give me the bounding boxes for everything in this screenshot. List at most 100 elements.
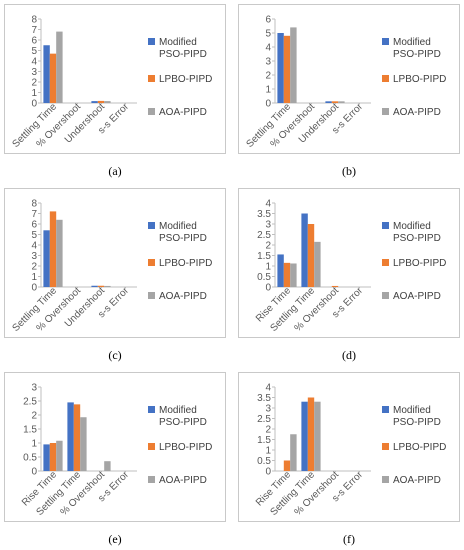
chart-panel-e: 0 0.5 1 1.5 2 2.5 3 Rise Time Settling Time% Ove… xyxy=(4,372,226,522)
panel-caption-d: (d) xyxy=(342,348,356,362)
legend-swatch xyxy=(148,222,155,229)
y-tick-label: 3.5 xyxy=(257,209,271,220)
bar-b-2-0 xyxy=(325,101,332,103)
legend-label: AOA-PIPD xyxy=(159,291,207,302)
bar-a-2-0 xyxy=(91,101,98,103)
panel-caption-c: (c) xyxy=(108,348,122,362)
y-tick-label: 1.5 xyxy=(257,251,271,262)
bar-d-2-1 xyxy=(331,285,339,287)
y-tick-label: 7 xyxy=(31,209,37,220)
y-tick-label: 1 xyxy=(265,446,271,457)
legend-swatch xyxy=(382,75,389,82)
y-tick-label: 2 xyxy=(265,71,271,82)
y-tick-label: 4 xyxy=(31,241,37,252)
legend-label: AOA-PIPD xyxy=(159,107,207,118)
y-tick-label: 0.5 xyxy=(23,453,37,464)
y-tick-label: 3 xyxy=(265,57,271,68)
bar-e-1-2 xyxy=(80,417,87,471)
panel-caption-f: (f) xyxy=(343,532,355,546)
y-tick-label: 3 xyxy=(31,251,37,262)
y-tick-label: 8 xyxy=(31,15,37,26)
y-tick-label: 1 xyxy=(31,272,37,283)
y-tick-label: 5 xyxy=(265,29,271,40)
chart-panel-d: 0 0.5 1 1.5 2 2.5 3 3.5 4 Rise Time Settling Time%… xyxy=(238,188,460,338)
legend-label: AOA-PIPD xyxy=(393,291,441,302)
legend-label: PSO-PIPD xyxy=(393,233,441,244)
legend-label: AOA-PIPD xyxy=(393,475,441,486)
y-tick-label: 4 xyxy=(31,57,37,68)
y-tick-label: 1 xyxy=(31,439,37,450)
bar-d-1-2 xyxy=(314,241,321,287)
y-tick-label: 5 xyxy=(31,46,37,57)
legend-swatch xyxy=(382,259,389,266)
y-tick-label: 6 xyxy=(265,15,271,26)
panel-caption-a: (a) xyxy=(108,164,122,178)
y-tick-label: 0.5 xyxy=(257,456,271,467)
y-tick-label: 1.5 xyxy=(23,425,37,436)
legend-swatch xyxy=(382,443,389,450)
legend-swatch xyxy=(148,443,155,450)
bar-f-0-1 xyxy=(283,460,291,471)
y-tick-label: 2 xyxy=(265,425,271,436)
legend-label: Modified xyxy=(159,37,197,48)
bar-d-1-1 xyxy=(307,224,315,287)
bar-a-2-2 xyxy=(104,101,111,103)
legend-label: Modified xyxy=(393,405,431,416)
legend-swatch xyxy=(148,108,155,115)
bar-e-2-2 xyxy=(104,461,111,471)
legend-swatch xyxy=(148,476,155,483)
y-tick-label: 3 xyxy=(265,220,271,231)
y-tick-label: 0 xyxy=(265,283,271,294)
panel-caption-e: (e) xyxy=(108,532,122,546)
bar-d-0-2 xyxy=(290,263,297,287)
legend-swatch xyxy=(382,406,389,413)
bar-c-2-1 xyxy=(97,285,105,287)
legend-label: LPBO-PIPD xyxy=(159,74,212,85)
legend-label: Modified xyxy=(393,221,431,232)
y-tick-label: 2 xyxy=(31,262,37,273)
legend-label: LPBO-PIPD xyxy=(393,258,446,269)
legend-label: Modified xyxy=(159,405,197,416)
y-tick-label: 8 xyxy=(31,199,37,210)
bar-f-1-1 xyxy=(307,397,315,471)
y-tick-label: 1 xyxy=(31,88,37,99)
legend-swatch xyxy=(382,292,389,299)
legend-label: PSO-PIPD xyxy=(159,417,207,428)
bar-d-0-1 xyxy=(283,262,291,287)
y-tick-label: 0 xyxy=(265,99,271,110)
y-tick-label: 3.5 xyxy=(257,393,271,404)
legend-label: LPBO-PIPD xyxy=(159,442,212,453)
y-tick-label: 0 xyxy=(31,283,37,294)
legend-label: LPBO-PIPD xyxy=(159,258,212,269)
bar-b-2-1 xyxy=(331,101,339,103)
bar-f-1-0 xyxy=(301,401,308,471)
legend-label: PSO-PIPD xyxy=(159,233,207,244)
y-tick-label: 0 xyxy=(31,99,37,110)
legend-label: Modified xyxy=(393,37,431,48)
legend-label: Modified xyxy=(159,221,197,232)
bar-f-1-2 xyxy=(314,401,321,471)
bar-f-0-2 xyxy=(290,434,297,471)
legend-swatch xyxy=(382,38,389,45)
bar-a-2-1 xyxy=(97,100,105,103)
bar-b-2-2 xyxy=(338,101,345,103)
legend-swatch xyxy=(148,406,155,413)
bar-e-0-1 xyxy=(49,443,57,471)
chart-panel-c: 0 1 2 3 4 5 6 7 8 Settling Time% Overshoot Undersh… xyxy=(4,188,226,338)
bar-b-0-0 xyxy=(277,33,284,103)
bar-c-2-2 xyxy=(104,285,111,287)
y-tick-label: 1 xyxy=(265,262,271,273)
bar-d-0-0 xyxy=(277,254,284,287)
y-tick-label: 2 xyxy=(31,411,37,422)
legend-swatch xyxy=(382,476,389,483)
y-tick-label: 2.5 xyxy=(23,397,37,408)
bar-b-0-2 xyxy=(290,27,297,103)
y-tick-label: 5 xyxy=(31,230,37,241)
y-tick-label: 0.5 xyxy=(257,272,271,283)
legend-label: PSO-PIPD xyxy=(393,417,441,428)
